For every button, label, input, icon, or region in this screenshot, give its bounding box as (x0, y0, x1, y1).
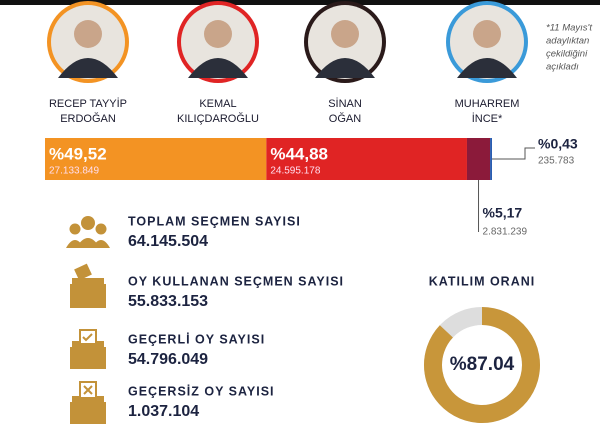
portrait-head (473, 20, 501, 48)
turnout-label: %87.04 (450, 354, 515, 375)
invalid-vote-icon (70, 381, 106, 424)
candidate-name: KILIÇDAROĞLU (177, 112, 259, 125)
share-label: %44,88 (270, 144, 328, 163)
stat-value: 64.145.504 (128, 233, 208, 250)
top-strip (0, 0, 600, 5)
share-label: %5,17 (483, 205, 523, 221)
candidate-name: SİNAN (328, 97, 362, 110)
vote-count: 27.133.849 (49, 166, 99, 177)
vote-count: 2.831.239 (483, 227, 528, 238)
valid-vote-icon (70, 329, 106, 369)
portrait-head (331, 20, 359, 48)
stat-label: GEÇERLİ OY SAYISI (128, 331, 265, 346)
share-label: %0,43 (538, 136, 578, 152)
portrait-body (315, 58, 375, 78)
people-icon (66, 216, 110, 248)
leader-line (492, 147, 535, 160)
candidate-name: OĞAN (329, 112, 361, 125)
vote-share-bar (45, 138, 267, 180)
portrait-body (58, 58, 118, 78)
portrait-head (204, 20, 232, 48)
withdrawal-note: adaylıktan (546, 36, 589, 47)
vote-count: 24.595.178 (270, 166, 320, 177)
share-label: %49,52 (49, 144, 107, 163)
candidate-name: ERDOĞAN (60, 112, 116, 125)
portrait-head (74, 20, 102, 48)
stat-value: 1.037.104 (128, 403, 199, 420)
candidate-name: KEMAL (199, 98, 236, 110)
portrait-body (457, 58, 517, 78)
candidate-name: RECEP TAYYİP (49, 97, 127, 110)
turnout-arc (424, 307, 540, 423)
turnout-title: KATILIM ORANI (429, 274, 536, 288)
vote-count: 235.783 (538, 156, 575, 167)
stat-label: OY KULLANAN SEÇMEN SAYISI (128, 274, 344, 288)
withdrawal-note: açıkladı (546, 62, 579, 73)
stat-label: TOPLAM SEÇMEN SAYISI (128, 214, 301, 228)
stat-value: 55.833.153 (128, 293, 208, 310)
vote-share-bar (490, 138, 492, 180)
withdrawal-note: çekildiğini (546, 49, 588, 60)
vote-share-bar (266, 138, 467, 180)
portrait-body (188, 58, 248, 78)
candidate-name: İNCE* (472, 112, 503, 125)
ballot-icon (70, 263, 106, 308)
withdrawal-note: *11 Mayıs't (546, 23, 592, 34)
stat-value: 54.796.049 (128, 351, 208, 368)
candidate-name: MUHARREM (455, 98, 520, 110)
stat-label: GEÇERSİZ OY SAYISI (128, 383, 275, 398)
vote-share-bar (466, 138, 491, 180)
